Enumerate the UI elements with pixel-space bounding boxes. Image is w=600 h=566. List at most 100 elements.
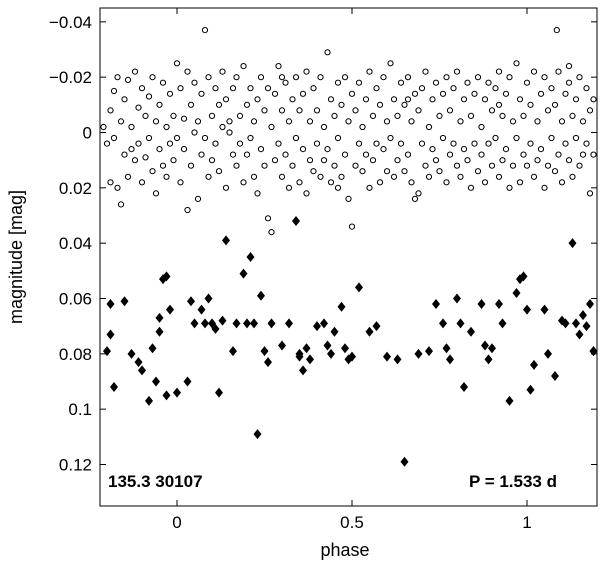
data-point-circle	[348, 223, 356, 230]
data-point-diamond	[218, 315, 227, 326]
data-point-circle	[397, 79, 405, 86]
data-point-circle	[184, 68, 191, 75]
data-point-circle	[292, 134, 300, 142]
data-point-circle	[432, 79, 440, 86]
data-point-circle	[506, 74, 513, 81]
data-point-circle	[278, 173, 286, 180]
data-point-circle	[558, 118, 566, 125]
data-point-circle	[352, 162, 359, 169]
data-point-circle	[264, 85, 272, 92]
data-point-diamond	[260, 346, 269, 357]
data-point-diamond	[239, 268, 248, 279]
data-point-circle	[474, 168, 482, 175]
data-point-circle	[145, 93, 153, 100]
data-point-circle	[485, 140, 492, 147]
data-point-circle	[492, 85, 499, 92]
data-point-diamond	[575, 329, 584, 340]
data-point-circle	[418, 85, 426, 92]
data-point-diamond	[190, 318, 199, 329]
data-point-circle	[569, 173, 576, 180]
data-point-circle	[257, 74, 265, 81]
x-tick-label: 1	[522, 513, 531, 532]
data-point-circle	[530, 68, 538, 75]
data-point-circle	[460, 146, 468, 153]
data-point-diamond	[162, 390, 171, 401]
data-point-diamond	[446, 354, 454, 365]
data-point-circle	[394, 157, 401, 164]
data-point-circle	[306, 157, 314, 164]
data-point-diamond	[425, 346, 433, 357]
data-point-diamond	[313, 321, 321, 332]
data-point-circle	[478, 151, 485, 158]
data-point-circle	[422, 68, 429, 75]
data-point-circle	[432, 157, 440, 164]
data-point-circle	[436, 112, 443, 120]
data-point-circle	[481, 179, 489, 186]
data-point-circle	[170, 112, 177, 120]
data-point-circle	[362, 96, 370, 103]
data-point-diamond	[299, 365, 307, 376]
data-point-diamond	[572, 318, 580, 329]
data-point-circle	[373, 140, 380, 147]
data-point-circle	[509, 118, 517, 125]
data-point-circle	[194, 195, 202, 202]
data-point-circle	[128, 146, 135, 153]
data-point-circle	[289, 96, 296, 103]
data-point-circle	[198, 151, 205, 158]
y-tick-label: 0.1	[68, 400, 92, 419]
data-point-circle	[576, 74, 583, 81]
data-point-circle	[345, 195, 352, 202]
data-point-circle	[495, 101, 503, 108]
data-point-diamond	[327, 348, 335, 359]
data-point-circle	[359, 123, 366, 131]
data-point-circle	[579, 151, 587, 158]
data-point-circle	[320, 123, 328, 131]
data-point-circle	[513, 134, 520, 142]
data-point-circle	[404, 151, 412, 158]
data-point-diamond	[383, 351, 391, 362]
data-point-circle	[219, 68, 226, 75]
data-point-circle	[387, 134, 394, 142]
data-point-circle	[327, 179, 335, 186]
data-point-circle	[250, 173, 258, 180]
data-point-circle	[121, 151, 128, 158]
data-point-diamond	[145, 395, 153, 406]
x-tick-label: 0	[172, 513, 181, 532]
data-point-circle	[425, 173, 433, 180]
data-point-circle	[208, 157, 216, 164]
data-point-circle	[191, 79, 198, 86]
data-point-circle	[306, 118, 314, 125]
data-point-diamond	[187, 296, 195, 307]
data-point-circle	[548, 134, 555, 142]
data-point-circle	[380, 146, 387, 153]
y-tick-label: 0	[83, 124, 92, 143]
data-point-diamond	[481, 340, 489, 351]
data-point-circle	[562, 90, 569, 97]
data-point-circle	[310, 85, 317, 92]
data-point-circle	[138, 85, 146, 92]
data-point-circle	[527, 140, 534, 147]
data-point-circle	[579, 118, 587, 125]
data-point-circle	[429, 96, 436, 103]
data-point-circle	[331, 162, 338, 169]
data-point-circle	[107, 107, 114, 114]
data-point-circle	[502, 90, 510, 97]
data-point-circle	[268, 123, 275, 131]
data-point-diamond	[201, 318, 209, 329]
data-point-circle	[495, 173, 503, 180]
data-point-diamond	[138, 365, 146, 376]
data-point-circle	[131, 68, 139, 75]
x-tick-label: 0.5	[340, 513, 364, 532]
data-point-circle	[415, 107, 422, 114]
data-point-circle	[534, 157, 541, 164]
data-point-diamond	[106, 329, 115, 340]
data-point-circle	[530, 173, 538, 180]
data-point-circle	[506, 184, 513, 191]
data-point-circle	[142, 154, 149, 161]
data-point-circle	[390, 96, 398, 103]
data-point-diamond	[320, 318, 328, 329]
data-point-circle	[226, 129, 233, 136]
data-point-circle	[285, 118, 293, 125]
data-point-circle	[138, 179, 146, 186]
